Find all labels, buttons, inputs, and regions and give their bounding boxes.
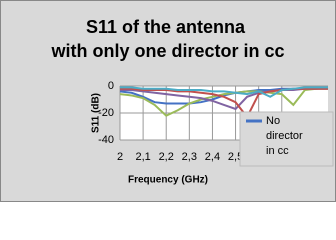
y-tick-label: -20 [98, 107, 114, 119]
x-tick-label: 2,3 [182, 151, 197, 163]
x-tick-label: 2 [117, 151, 123, 163]
x-tick-label: 2,2 [159, 151, 174, 163]
series-line [120, 87, 328, 111]
series-line [119, 87, 328, 117]
y-tick-label: -40 [98, 134, 114, 146]
x-tick-label: 2,4 [205, 151, 220, 163]
x-tick-label: 2,5 [228, 151, 243, 163]
x-axis-label: Frequency (GHz) [128, 175, 208, 186]
chart: S11 of the antenna with only one directo… [0, 0, 336, 202]
chart-title-line: S11 of the antenna with only one directo… [50, 17, 284, 61]
legend-label: No director in cc [266, 115, 306, 157]
series-line [120, 86, 328, 98]
y-tick-label: 0 [108, 80, 114, 92]
legend: No director in cc [239, 111, 334, 167]
x-tick-label: 2,1 [135, 151, 150, 163]
y-axis-label: S11 (dB) [91, 93, 102, 133]
